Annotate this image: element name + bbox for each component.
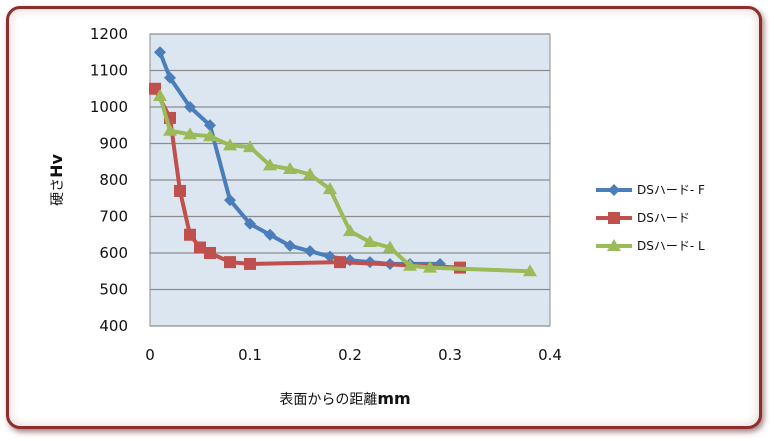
data-point <box>383 240 397 253</box>
series-3 <box>153 89 537 277</box>
y-axis-title: 硬さHv <box>47 154 66 206</box>
legend-item-2: DSハード <box>596 211 690 225</box>
y-tick-label: 600 <box>99 244 128 262</box>
data-point <box>523 264 537 277</box>
x-tick-label: 0.1 <box>238 346 262 364</box>
y-tick-label: 700 <box>99 208 128 226</box>
data-point <box>184 101 196 113</box>
data-point <box>324 250 336 263</box>
x-tick-label: 0.4 <box>538 346 562 364</box>
y-tick-label: 400 <box>99 317 128 335</box>
y-tick-label: 500 <box>99 281 128 299</box>
data-point <box>403 258 417 271</box>
legend-label: DSハード <box>637 211 690 225</box>
y-tick-label: 1000 <box>90 98 128 116</box>
legend-item-1: DSハード- F <box>596 183 705 197</box>
legend-marker <box>608 184 620 196</box>
legend-marker <box>608 212 620 224</box>
legend: DSハード- F DSハード DSハード- L <box>596 183 705 253</box>
data-point <box>163 123 177 136</box>
data-point <box>174 184 186 197</box>
y-tick-label: 800 <box>99 171 128 189</box>
data-point <box>303 167 317 180</box>
x-tick-label: 0.2 <box>338 346 362 364</box>
data-point <box>183 127 197 140</box>
x-axis-title: 表面からの距離mm <box>279 389 410 408</box>
data-point <box>204 247 216 259</box>
data-point <box>363 235 377 248</box>
y-tick-labels: 400 500 600 700 800 900 1000 1100 1200 <box>90 25 128 335</box>
legend-label: DSハード- F <box>637 183 705 197</box>
legend-label: DSハード- L <box>637 239 705 253</box>
data-point <box>264 228 276 241</box>
data-point <box>423 260 437 273</box>
data-point <box>244 257 256 270</box>
data-point <box>334 256 346 269</box>
x-tick-labels: 0 0.1 0.2 0.3 0.4 <box>145 346 562 364</box>
data-point <box>224 256 236 269</box>
data-point <box>284 239 296 252</box>
y-tick-label: 1100 <box>90 62 128 80</box>
y-tick-label: 1200 <box>90 25 128 43</box>
data-point <box>223 138 237 151</box>
x-tick-label: 0 <box>145 346 155 364</box>
x-tick-label: 0.3 <box>438 346 462 364</box>
data-point <box>244 217 256 230</box>
data-point <box>263 158 277 171</box>
data-point <box>164 71 176 84</box>
data-point <box>343 224 357 237</box>
data-point <box>224 194 236 207</box>
legend-marker <box>607 239 621 251</box>
data-point <box>323 182 337 195</box>
data-point <box>243 140 257 153</box>
series-group <box>149 46 537 277</box>
data-point <box>184 228 196 241</box>
legend-item-3: DSハード- L <box>596 239 705 253</box>
data-point <box>283 162 297 175</box>
series-line <box>158 95 531 274</box>
data-point <box>304 245 316 258</box>
data-point <box>203 129 217 142</box>
data-point <box>154 46 166 59</box>
data-point <box>204 119 216 132</box>
data-point <box>149 82 161 95</box>
data-point <box>194 241 206 254</box>
data-point <box>153 89 167 102</box>
y-tick-label: 900 <box>99 135 128 153</box>
